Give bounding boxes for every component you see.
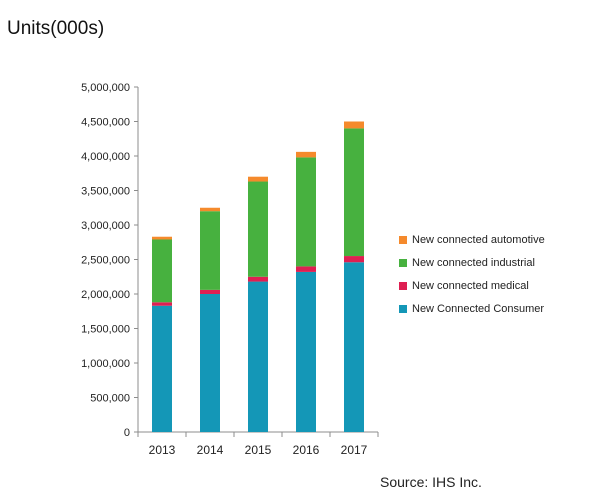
bar-segment bbox=[248, 281, 268, 432]
legend-swatch-industrial bbox=[399, 258, 407, 267]
bar-segment bbox=[296, 271, 316, 432]
legend-label-consumer: New Connected Consumer bbox=[412, 302, 545, 315]
legend-item-medical: New connected medical bbox=[399, 274, 545, 297]
legend-label-medical: New connected medical bbox=[412, 279, 529, 292]
y-tick-label: 2,500,000 bbox=[81, 255, 130, 267]
legend-swatch-consumer bbox=[399, 304, 407, 313]
legend: New connected automotive New connected i… bbox=[399, 228, 545, 320]
bar-segment bbox=[200, 211, 220, 290]
y-tick-label: 500,000 bbox=[90, 393, 130, 405]
y-tick-label: 0 bbox=[124, 427, 130, 439]
y-tick-label: 4,500,000 bbox=[81, 117, 130, 129]
bar-segment bbox=[248, 176, 268, 182]
legend-swatch-medical bbox=[399, 281, 407, 290]
bar-segment bbox=[296, 157, 316, 267]
y-tick-label: 2,000,000 bbox=[81, 289, 130, 301]
legend-item-industrial: New connected industrial bbox=[399, 251, 545, 274]
legend-swatch-automotive bbox=[399, 235, 407, 244]
bar-segment bbox=[200, 289, 220, 294]
bar-segment bbox=[344, 256, 364, 263]
x-tick-label: 2016 bbox=[293, 443, 320, 457]
y-tick-label: 3,000,000 bbox=[81, 220, 130, 232]
y-tick-label: 3,500,000 bbox=[81, 186, 130, 198]
bar-segment bbox=[200, 207, 220, 212]
legend-item-consumer: New Connected Consumer bbox=[399, 297, 545, 320]
bar-segment bbox=[344, 262, 364, 432]
bar-segment bbox=[248, 181, 268, 277]
y-tick-label: 1,000,000 bbox=[81, 358, 130, 370]
bar-segment bbox=[344, 128, 364, 257]
bar-segment bbox=[152, 239, 172, 303]
bar-segment bbox=[296, 151, 316, 158]
bar-segment bbox=[152, 305, 172, 432]
bar-segment bbox=[200, 294, 220, 432]
source-note: Source: IHS Inc. bbox=[380, 474, 482, 490]
x-tick-label: 2015 bbox=[245, 443, 272, 457]
x-tick-label: 2017 bbox=[341, 443, 368, 457]
bar-segment bbox=[248, 276, 268, 282]
bar-segment bbox=[296, 266, 316, 272]
x-tick-label: 2014 bbox=[197, 443, 224, 457]
legend-item-automotive: New connected automotive bbox=[399, 228, 545, 251]
y-tick-label: 4,000,000 bbox=[81, 151, 130, 163]
chart-title: Units(000s) bbox=[7, 18, 105, 39]
legend-label-automotive: New connected automotive bbox=[412, 233, 545, 246]
bar-segment bbox=[152, 236, 172, 240]
bar-segment bbox=[152, 302, 172, 306]
legend-label-industrial: New connected industrial bbox=[412, 256, 535, 269]
y-tick-label: 1,500,000 bbox=[81, 324, 130, 336]
y-tick-label: 5,000,000 bbox=[81, 82, 130, 94]
bar-segment bbox=[344, 121, 364, 129]
x-tick-label: 2013 bbox=[149, 443, 176, 457]
